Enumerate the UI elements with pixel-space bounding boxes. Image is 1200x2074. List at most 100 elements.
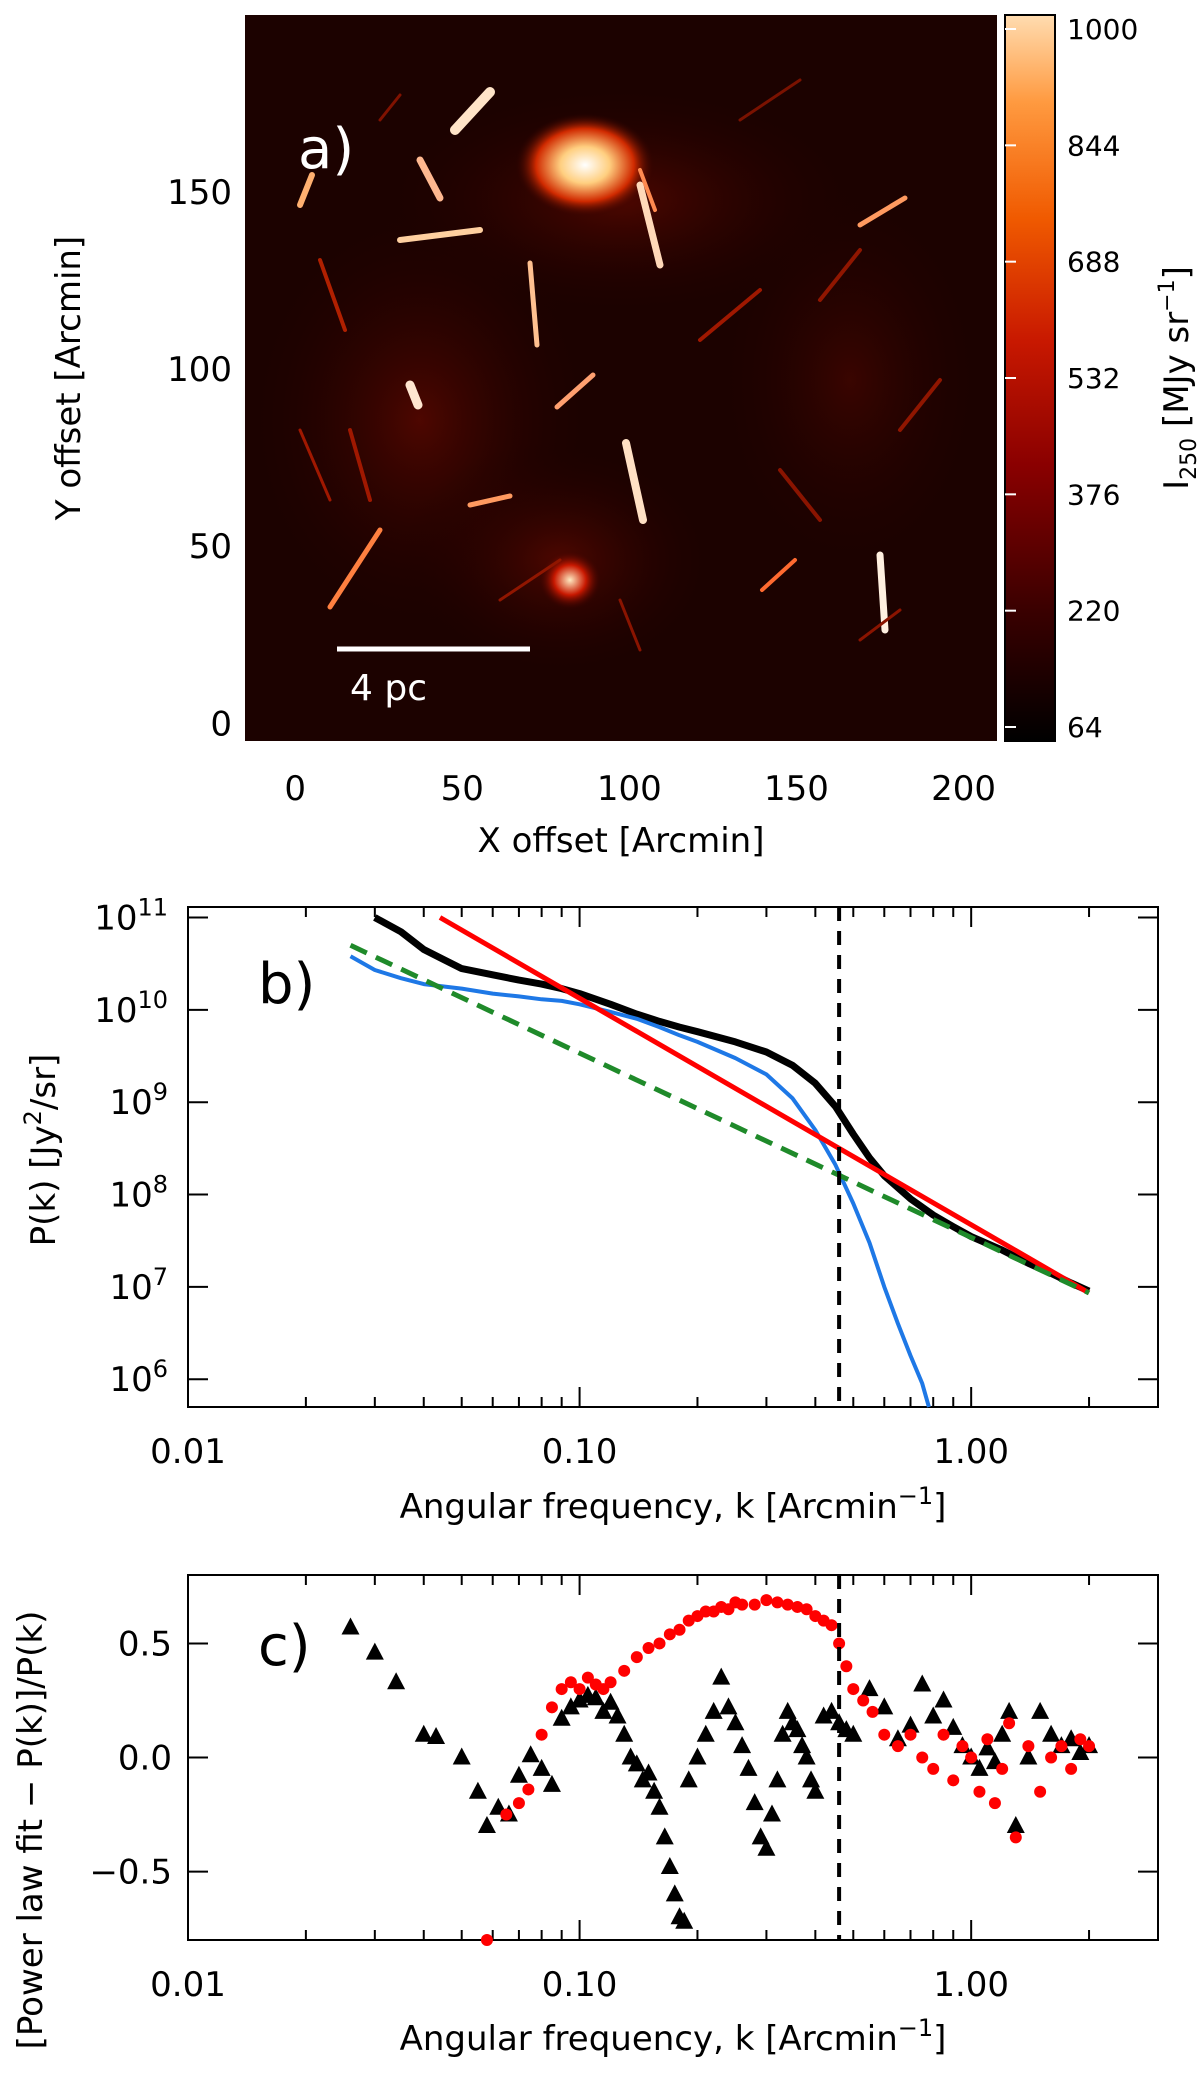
panel-b-y-tick-label: 1010 [94,986,168,1031]
map-streak [636,181,664,269]
panel-c-triangle-point [924,1706,943,1724]
panel-a-y-tick-label: 50 [189,527,232,567]
panel-c-circle-point [981,1733,994,1746]
map-streak [298,428,332,502]
panel-c-circle-point [916,1751,929,1764]
panel-c-triangle-point [1031,1701,1050,1719]
panel-c-triangle-point [660,1857,679,1874]
map-streak [450,87,495,135]
panel-c-circle-point [988,1797,1001,1810]
panel-c-circle-point [771,1596,784,1609]
panel-c-circle-point [642,1642,655,1654]
panel-b-label: b) [258,952,315,1017]
panel-c-circle-point [1065,1762,1078,1775]
panel-c-triangle-point [561,1697,580,1715]
panel-c-triangle-point [793,1736,812,1754]
map-streak [498,558,562,602]
panel-c-y-tick-label: 0.0 [118,1739,172,1779]
map-streak [638,168,657,212]
map-streak [378,93,402,122]
map-streak [405,380,423,410]
panel-c-triangle-point [944,1717,963,1735]
panel-c-circle-point [522,1783,535,1796]
map-streak [858,608,902,642]
panel-a-x-tick-label: 150 [764,769,829,809]
panel-c-triangle-point [797,1747,816,1765]
panel-c-x-tick-label: 0.10 [542,1965,618,2005]
panel-b-x-tick-label: 1.00 [933,1432,1009,1472]
panel-c-circle-point [947,1774,960,1787]
panel-c-triangle-point [739,1758,758,1776]
panel-c-circle-point [847,1683,860,1696]
panel-c-triangle-point [452,1747,471,1765]
panel-c-triangle-point [1019,1747,1038,1765]
panel-c-triangle-point [387,1672,406,1690]
panel-c-triangle-point [913,1674,932,1692]
panel-c-triangle-point [802,1770,821,1788]
panel-c-triangle-point [627,1754,646,1772]
panel-c-circle-point [1003,1717,1016,1730]
panel-b-y-tick-label: 109 [109,1078,168,1123]
panel-b-series-line [349,943,1091,1296]
colorbar-ticks: 1000 844 688 532 376 220 64 [1005,13,1138,744]
panel-c-triangle-point [696,1724,715,1742]
panel-c-circle-point [937,1728,950,1741]
panel-c-triangle-point [679,1770,698,1788]
panel-c-triangle-point [1042,1724,1061,1742]
panel-b-y-tick-label: 106 [109,1355,168,1400]
panel-c-circle-point [833,1637,846,1650]
colorbar-tick-label: 64 [1067,711,1103,744]
panel-b-y-tick-label: 1011 [94,894,168,939]
panel-c-triangle-point [844,1724,863,1742]
bright-clump-south [538,550,602,610]
panel-c-circle-point [965,1751,978,1764]
bright-clump-north [515,113,655,217]
panel-b-series [349,914,1091,1408]
panel-c-circle-point [663,1628,676,1641]
panel-c-triangle-point [665,1884,684,1902]
panel-c-circle-point [1034,1785,1047,1798]
panel-c-triangle-point [762,1804,781,1822]
panel-c-triangle-point [733,1736,752,1754]
colorbar [1004,14,1056,742]
panel-c-triangle-point [341,1617,360,1635]
panel-c-y-ticks: 0.5 0.0 −0.5 [89,1624,1158,1893]
panel-c-triangle-point [521,1745,540,1763]
panel-c-circle-point [512,1797,525,1810]
panel-c-circle-point [891,1740,904,1753]
panel-c-triangle-point [639,1763,658,1781]
panel-c-circle-point [480,1934,493,1946]
panel-c-circle-point [1083,1740,1096,1753]
panel-c-circle-point [781,1598,794,1611]
panel-c-triangle-point [509,1765,528,1783]
panel-c-circle-point [791,1600,804,1613]
panel-a-label: a) [298,117,354,182]
colorbar-tick-label: 376 [1067,478,1120,511]
panel-c-triangle-point [688,1747,707,1765]
panel-b-series-line [438,915,1091,1296]
panel-c-circle-point [748,1598,761,1611]
map-streak [760,558,797,592]
panel-c-circle-point [857,1694,870,1707]
panel-c-circle-point [1022,1740,1035,1753]
panel-c-circle-point [956,1740,969,1753]
panel-c-triangle-point [875,1697,894,1715]
map-streak [622,439,647,524]
panel-b-ylabel: P(k) [Jy2/sr] [19,1054,64,1247]
panel-c-triangle-point [608,1706,627,1724]
map-streak [876,551,889,634]
panel-c-circle-point [866,1705,879,1718]
panel-c-circle-point [1074,1733,1087,1746]
map-streak [738,78,802,122]
map-streak [467,493,513,508]
panel-c-circle-point [535,1728,548,1741]
panel-c-circle-point [840,1660,853,1673]
panel-c-circle-point [736,1598,749,1611]
map-streak [397,227,483,243]
panel-c-circle-point [760,1594,773,1607]
panel-c-triangle-point [570,1690,589,1708]
panel-c-triangle-point [751,1827,770,1845]
panel-c-triangle-point [822,1701,841,1719]
panel-a-ylabel: Y offset [Arcmin] [49,236,89,521]
panel-c-ylabel: [Power law fit − P(k)]/P(k) [11,1611,51,2050]
